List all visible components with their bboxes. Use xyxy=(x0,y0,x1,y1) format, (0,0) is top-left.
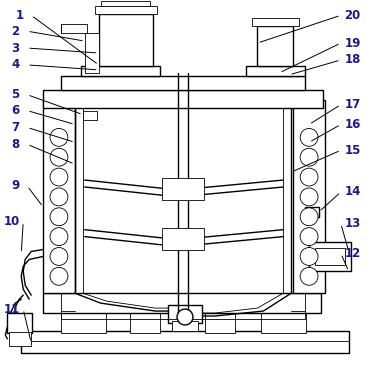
Bar xyxy=(205,311,235,333)
Text: 5: 5 xyxy=(11,88,19,101)
Text: 6: 6 xyxy=(11,104,19,117)
Bar xyxy=(61,76,305,90)
Circle shape xyxy=(300,228,318,246)
Text: 20: 20 xyxy=(344,9,361,22)
Text: 16: 16 xyxy=(344,118,361,131)
Bar xyxy=(99,14,153,66)
Bar xyxy=(168,305,202,323)
Circle shape xyxy=(300,168,318,186)
Bar xyxy=(172,321,198,331)
Bar xyxy=(262,311,306,333)
Circle shape xyxy=(50,128,68,146)
Text: 9: 9 xyxy=(11,180,19,192)
Bar xyxy=(246,66,305,76)
Text: 14: 14 xyxy=(344,186,361,198)
Text: 2: 2 xyxy=(11,25,19,38)
Bar xyxy=(101,1,150,6)
Bar xyxy=(9,332,31,346)
Circle shape xyxy=(50,168,68,186)
Bar xyxy=(257,26,293,66)
Circle shape xyxy=(177,309,193,325)
Bar xyxy=(131,311,160,333)
Text: 12: 12 xyxy=(344,247,361,260)
Bar xyxy=(81,66,160,76)
Circle shape xyxy=(50,228,68,246)
Bar xyxy=(315,247,345,265)
Bar xyxy=(162,178,204,200)
Circle shape xyxy=(300,267,318,285)
Circle shape xyxy=(300,188,318,206)
Text: 13: 13 xyxy=(344,217,361,230)
Bar xyxy=(251,18,299,26)
Text: 1: 1 xyxy=(15,9,23,22)
Circle shape xyxy=(300,128,318,146)
Circle shape xyxy=(300,247,318,265)
Bar xyxy=(305,207,319,217)
Bar xyxy=(309,241,351,271)
Bar xyxy=(43,293,321,313)
Bar xyxy=(85,33,99,73)
Circle shape xyxy=(50,267,68,285)
Text: 17: 17 xyxy=(344,98,361,111)
Bar xyxy=(43,90,323,108)
Bar xyxy=(61,24,87,33)
Text: 15: 15 xyxy=(344,144,361,157)
Bar xyxy=(21,331,349,353)
Bar xyxy=(293,100,325,293)
Circle shape xyxy=(50,148,68,166)
Text: 7: 7 xyxy=(11,121,19,134)
Circle shape xyxy=(50,188,68,206)
Text: 19: 19 xyxy=(344,36,361,49)
Bar xyxy=(61,311,106,333)
Bar xyxy=(83,110,97,121)
Bar xyxy=(7,313,32,333)
Circle shape xyxy=(50,208,68,226)
Text: 8: 8 xyxy=(11,138,19,151)
Text: 18: 18 xyxy=(344,54,361,67)
Bar xyxy=(95,6,157,14)
Text: 10: 10 xyxy=(3,215,19,228)
Circle shape xyxy=(300,208,318,226)
Text: 4: 4 xyxy=(11,58,19,71)
Text: 3: 3 xyxy=(11,42,19,55)
Circle shape xyxy=(300,148,318,166)
Bar xyxy=(162,228,204,250)
Circle shape xyxy=(50,247,68,265)
Bar xyxy=(43,100,75,293)
Text: 11: 11 xyxy=(3,302,19,315)
